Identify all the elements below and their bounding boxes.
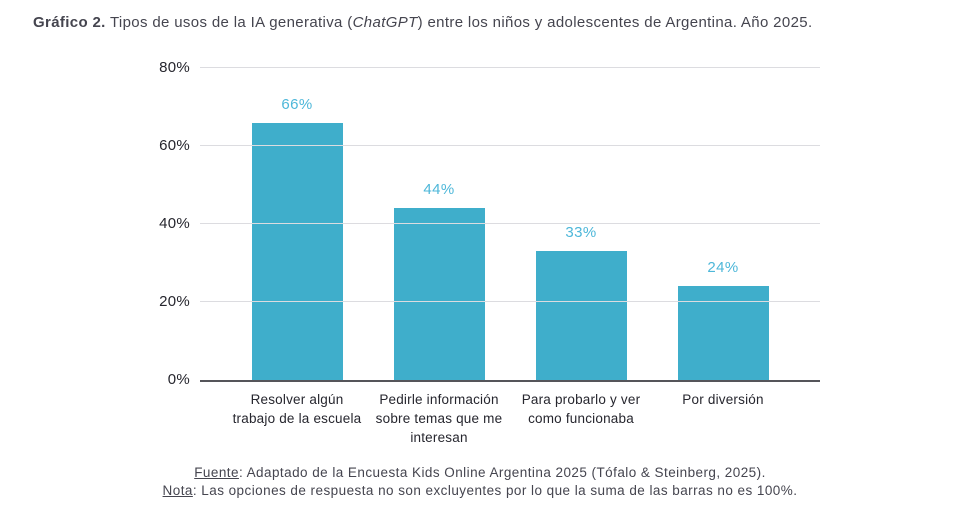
y-axis-tick-label: 60% (159, 137, 190, 154)
bar (251, 122, 343, 380)
x-axis-labels: Resolver algún trabajo de la escuela Pedi… (200, 390, 820, 447)
bar (677, 286, 769, 380)
methodology-note-label: Nota (162, 483, 193, 498)
x-axis-category-label: Resolver algún trabajo de la escuela (232, 392, 362, 427)
chart-title-text-after: ) entre los niños y adolescentes de Arge… (417, 14, 813, 31)
chart-title: Gráfico 2. Tipos de usos de la IA genera… (33, 13, 933, 33)
chart-title-text: Tipos de usos de la IA generativa ( (105, 14, 353, 31)
bar-value-label: 66% (281, 95, 313, 113)
bar-column: 66% (226, 68, 368, 380)
bar-column: 44% (368, 68, 510, 380)
gridline (200, 145, 820, 146)
gridline (200, 67, 820, 68)
source-note-text: : Adaptado de la Encuesta Kids Online Ar… (238, 465, 766, 480)
x-axis-category-label: Para probarlo y ver como funcionaba (521, 392, 641, 427)
source-note-label: Fuente (194, 465, 239, 480)
gridline (200, 223, 820, 224)
gridline (200, 301, 820, 302)
bar-column: 24% (652, 68, 794, 380)
bar-value-label: 24% (707, 259, 739, 277)
methodology-note: Nota: Las opciones de respuesta no son e… (0, 482, 960, 500)
chart-title-italic: ChatGPT (352, 14, 418, 31)
bar-value-label: 44% (423, 181, 455, 199)
bar-value-label: 33% (565, 224, 597, 242)
bar-column: 33% (510, 68, 652, 380)
bar-chart-plot-area: 66% 44% 33% 24% 0% 20% 40% 60% 80% (159, 59, 820, 388)
y-axis-tick-label: 40% (159, 215, 190, 232)
bar (535, 251, 627, 380)
chart-footnotes: Fuente: Adaptado de la Encuesta Kids Onl… (0, 464, 960, 500)
x-axis-category-label: Pedirle información sobre temas que me i… (375, 392, 503, 446)
chart-title-prefix: Gráfico 2. (33, 14, 106, 31)
methodology-note-text: : Las opciones de respuesta no son exclu… (192, 483, 798, 498)
y-axis-tick-label: 20% (159, 293, 190, 310)
y-axis-tick-label: 80% (159, 59, 190, 76)
bar (393, 208, 485, 380)
y-axis-tick-label: 0% (167, 371, 190, 388)
bars-group: 66% 44% 33% 24% (200, 68, 820, 380)
source-note: Fuente: Adaptado de la Encuesta Kids Onl… (0, 464, 960, 482)
x-axis-category-label: Por diversión (682, 392, 764, 407)
